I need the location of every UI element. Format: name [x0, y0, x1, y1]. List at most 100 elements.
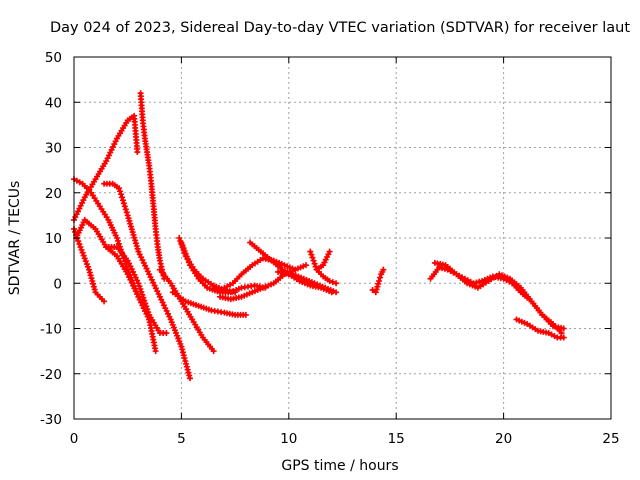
data-point	[178, 239, 185, 246]
y-axis-label: SDTVAR / TECUs	[7, 181, 23, 296]
data-point	[144, 306, 151, 313]
data-point	[163, 330, 170, 337]
data-point	[140, 294, 147, 301]
data-point	[309, 254, 316, 261]
data-point	[88, 275, 95, 282]
data-point	[117, 188, 124, 195]
data-point	[326, 248, 333, 255]
data-point	[560, 325, 567, 332]
series-arc-16	[307, 248, 333, 273]
y-tick-label: -10	[40, 322, 62, 338]
data-point	[86, 266, 93, 273]
data-point	[183, 253, 190, 260]
data-point	[80, 252, 87, 259]
data-point	[308, 251, 315, 258]
data-point	[79, 249, 86, 256]
data-point	[374, 283, 381, 290]
series-arc-6	[137, 90, 168, 282]
data-point	[72, 228, 79, 235]
data-point	[87, 272, 94, 279]
data-point	[118, 194, 125, 201]
data-series	[71, 90, 567, 382]
y-tick-label: 0	[53, 276, 62, 292]
data-point	[326, 277, 333, 284]
data-point	[122, 206, 129, 213]
data-point	[118, 191, 125, 198]
x-tick-label: 0	[70, 431, 79, 447]
data-point	[184, 256, 191, 263]
data-point	[83, 261, 90, 268]
data-point	[143, 303, 150, 310]
data-point	[210, 348, 217, 355]
data-point	[120, 200, 127, 207]
x-tick-label: 25	[602, 431, 619, 447]
data-point	[84, 263, 91, 270]
data-point	[182, 250, 189, 257]
data-point	[134, 149, 141, 156]
data-point	[113, 235, 120, 241]
data-point	[376, 277, 383, 284]
data-point	[310, 257, 317, 264]
series-arc-17	[313, 266, 340, 287]
data-point	[142, 300, 149, 307]
data-point	[91, 286, 98, 293]
data-point	[560, 334, 567, 341]
data-point	[121, 203, 128, 210]
y-axis-ticks: -30 -20 -10 0 10 20 30 40 50	[40, 50, 611, 428]
data-point	[136, 283, 143, 290]
x-tick-label: 15	[388, 431, 405, 447]
data-point	[311, 260, 318, 267]
data-point	[89, 277, 96, 284]
data-point	[101, 298, 108, 305]
series-line	[72, 114, 139, 222]
data-point	[81, 255, 88, 262]
data-point	[186, 375, 193, 382]
data-point	[90, 283, 97, 290]
series-arc-2	[71, 112, 141, 223]
series-arc-12	[221, 255, 299, 291]
data-point	[141, 297, 148, 304]
data-point	[333, 280, 340, 287]
data-point	[180, 245, 187, 252]
data-point	[78, 246, 85, 253]
data-point	[373, 286, 380, 293]
y-tick-label: -20	[40, 367, 62, 383]
x-tick-label: 10	[280, 431, 297, 447]
data-point	[75, 238, 82, 245]
series-arc-15	[275, 268, 335, 296]
data-point	[76, 241, 83, 248]
data-point	[375, 280, 382, 287]
y-tick-label: 40	[45, 95, 62, 111]
data-point	[137, 286, 144, 293]
data-point	[181, 248, 188, 255]
series-arc-9	[169, 289, 249, 318]
chart-title: Day 024 of 2023, Sidereal Day-to-day VTE…	[50, 20, 630, 36]
data-point	[377, 274, 384, 281]
series-arc-7	[103, 244, 170, 337]
data-point	[307, 248, 314, 255]
x-axis-ticks: 0 5 10 15 20 25	[70, 57, 620, 447]
data-point	[115, 240, 122, 247]
y-tick-label: -30	[40, 412, 62, 428]
x-axis-label: GPS time / hours	[281, 458, 398, 474]
series-arc-5	[101, 180, 193, 382]
x-tick-label: 5	[177, 431, 186, 447]
y-tick-label: 50	[45, 50, 62, 66]
data-point	[86, 269, 93, 276]
data-point	[558, 330, 565, 337]
data-point	[302, 262, 309, 269]
data-point	[145, 309, 152, 316]
data-point	[329, 279, 336, 286]
data-point	[139, 291, 146, 298]
data-point	[116, 185, 123, 192]
series-arc-21	[513, 316, 567, 341]
data-point	[123, 209, 130, 216]
data-point	[242, 311, 249, 318]
data-point	[328, 289, 335, 296]
series-arc-18	[369, 266, 387, 296]
y-tick-label: 30	[45, 141, 62, 157]
data-point	[185, 259, 192, 266]
data-point	[372, 289, 379, 296]
data-point	[152, 348, 159, 355]
